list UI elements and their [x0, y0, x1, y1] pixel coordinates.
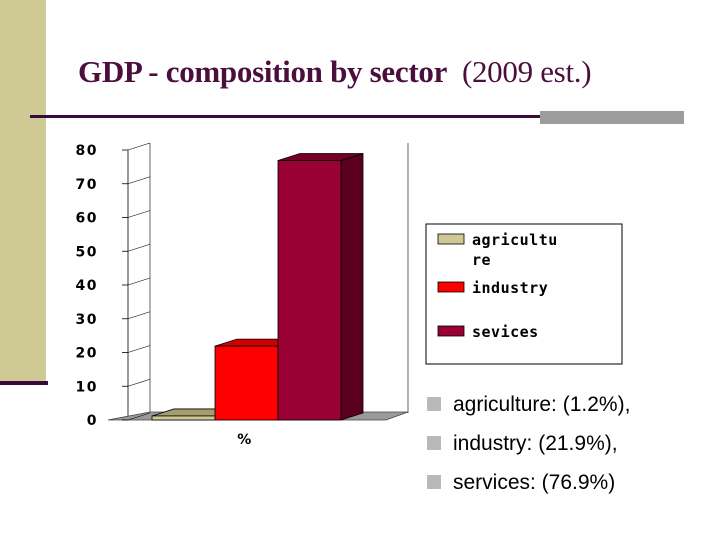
- bullet-text: agriculture: (1.2%),: [453, 393, 631, 416]
- bullet-square-icon: [427, 436, 441, 450]
- bullet-agriculture: agriculture: (1.2%),: [427, 390, 630, 429]
- chart-legend: agricultu re industry sevices: [425, 223, 623, 365]
- bullet-industry: industry: (21.9%),: [427, 429, 630, 468]
- bar-sevices: [277, 152, 364, 421]
- bullet-square-icon: [427, 397, 441, 411]
- y-tick-label: 70: [76, 177, 98, 193]
- bullet-text: services: (76.9%): [453, 471, 616, 494]
- title-divider: [30, 115, 540, 118]
- chart-y-axis: 0 10 20 30 40 50 60 70 80: [76, 142, 151, 429]
- legend-label-agriculture: re: [472, 251, 491, 269]
- decorative-side-bar-underline: [0, 381, 48, 385]
- bar-front-industry: [214, 345, 279, 421]
- y-tick-label: 20: [76, 346, 98, 362]
- decorative-side-bar: [0, 0, 46, 384]
- y-tick-depth-line: [127, 412, 151, 421]
- x-axis-category-label: %: [237, 432, 253, 448]
- bullet-services: services: (76.9%): [427, 468, 630, 507]
- bar-front-sevices: [277, 160, 342, 421]
- bullet-square-icon: [427, 475, 441, 489]
- y-tick-label: 30: [76, 312, 98, 328]
- y-tick-depth-line: [127, 210, 151, 218]
- y-tick-depth-line: [127, 345, 151, 353]
- chart-bars: [151, 152, 364, 421]
- title-divider-accent: [540, 111, 684, 124]
- y-tick-depth-line: [127, 176, 151, 185]
- legend-swatch-industry: [437, 281, 465, 293]
- y-tick-label: 40: [76, 278, 98, 294]
- legend-label-agriculture: agricultu: [472, 231, 558, 249]
- sector-bullet-list: agriculture: (1.2%), industry: (21.9%), …: [427, 390, 630, 507]
- bullet-text: industry: (21.9%),: [453, 432, 618, 455]
- legend-label-sevices: sevices: [472, 323, 539, 341]
- y-tick-label: 80: [76, 143, 98, 159]
- slide-title: GDP - composition by sector (2009 est.): [78, 54, 592, 90]
- legend-swatch-agriculture: [437, 233, 465, 245]
- y-tick-label: 60: [76, 211, 98, 227]
- y-tick-depth-line: [127, 142, 151, 151]
- y-tick-depth-line: [127, 243, 151, 252]
- legend-swatch-sevices: [437, 325, 465, 337]
- legend-label-industry: industry: [472, 279, 548, 297]
- y-tick-label: 0: [87, 413, 98, 429]
- slide-title-main: GDP - composition by sector: [78, 54, 448, 89]
- bar-side-sevices: [340, 152, 364, 421]
- bar-front-agriculture: [151, 415, 216, 421]
- y-tick-label: 50: [76, 244, 98, 260]
- y-tick-depth-line: [127, 378, 151, 387]
- y-tick-depth-line: [127, 311, 151, 320]
- y-tick-depth-line: [127, 277, 151, 286]
- legend-box: [425, 223, 623, 365]
- y-tick-label: 10: [76, 379, 98, 395]
- slide-title-subtitle: (2009 est.): [461, 54, 592, 89]
